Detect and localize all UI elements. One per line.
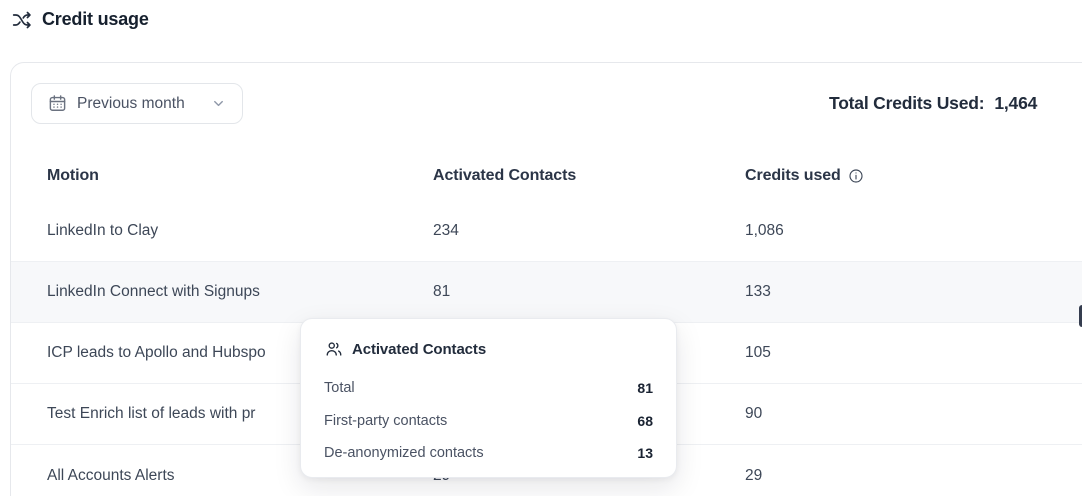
tooltip-row-label: First-party contacts — [324, 412, 448, 429]
tooltip-row-value: 68 — [637, 412, 653, 429]
page-header: Credit usage — [12, 9, 149, 30]
activated-contacts-tooltip: Activated Contacts Total 81 First-party … — [300, 318, 677, 478]
total-credits: Total Credits Used: 1,464 — [829, 83, 1037, 124]
credit-usage-table: Motion Activated Contacts Credits used — [11, 151, 1082, 496]
cell-motion: All Accounts Alerts — [47, 466, 175, 484]
cell-activated-contacts: 81 — [433, 283, 451, 300]
cell-motion: Test Enrich list of leads with pr — [47, 405, 256, 422]
tooltip-row-value: 81 — [637, 380, 653, 397]
cell-credits-used: 29 — [745, 466, 763, 484]
column-header-motion: Motion — [47, 167, 99, 184]
tooltip-header: Activated Contacts — [323, 340, 654, 358]
table-row[interactable]: LinkedIn to Clay 234 1,086 — [11, 201, 1082, 262]
table-header-row: Motion Activated Contacts Credits used — [11, 151, 1082, 201]
cell-credits-used: 90 — [745, 405, 763, 422]
tooltip-row-total: Total 81 — [323, 372, 654, 405]
period-dropdown-label: Previous month — [77, 94, 185, 112]
shuffle-icon — [12, 10, 32, 30]
cell-credits-used: 133 — [745, 283, 771, 300]
tooltip-row-label: Total — [324, 380, 355, 397]
column-header-credits-used: Credits used — [745, 167, 1082, 185]
total-credits-value: 1,464 — [994, 93, 1038, 113]
tooltip-row-value: 13 — [637, 445, 653, 462]
period-dropdown[interactable]: Previous month — [31, 83, 243, 124]
info-icon[interactable] — [848, 168, 864, 184]
tooltip-row-label: De-anonymized contacts — [324, 445, 484, 462]
calendar-icon — [48, 94, 67, 113]
chevron-down-icon — [211, 96, 226, 111]
total-credits-label: Total Credits Used: — [829, 93, 985, 113]
cell-activated-contacts: 234 — [433, 222, 459, 239]
column-header-activated-contacts: Activated Contacts — [433, 167, 577, 184]
scrollbar-thumb[interactable] — [1079, 305, 1082, 327]
column-header-credits-used-label: Credits used — [745, 167, 841, 184]
tooltip-row-deanonymized: De-anonymized contacts 13 — [323, 437, 654, 470]
table-body: LinkedIn to Clay 234 1,086 LinkedIn Conn… — [11, 201, 1082, 496]
table-row-hovered[interactable]: LinkedIn Connect with Signups 81 133 — [11, 262, 1082, 323]
tooltip-rows: Total 81 First-party contacts 68 De-anon… — [323, 372, 654, 470]
cell-motion: ICP leads to Apollo and Hubspo — [47, 344, 266, 361]
cell-motion: LinkedIn Connect with Signups — [47, 283, 260, 300]
tooltip-title: Activated Contacts — [352, 340, 487, 358]
cell-motion: LinkedIn to Clay — [47, 222, 159, 239]
tooltip-row-first-party: First-party contacts 68 — [323, 405, 654, 438]
cell-credits-used: 105 — [745, 344, 771, 361]
cell-credits-used: 1,086 — [745, 222, 784, 239]
page-title: Credit usage — [42, 9, 149, 29]
users-icon — [325, 340, 343, 358]
